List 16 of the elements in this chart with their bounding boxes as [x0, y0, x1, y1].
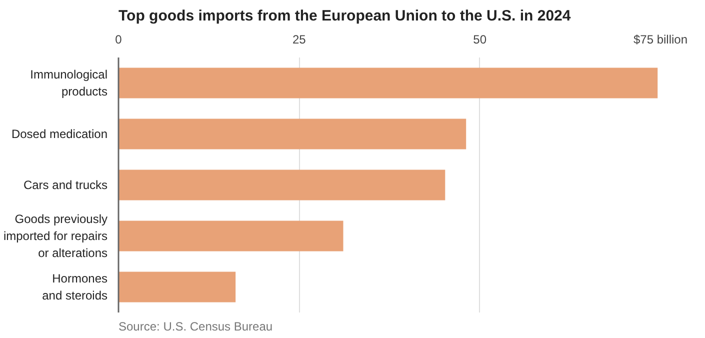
- x-tick-label: 0: [115, 32, 122, 46]
- source-note: Source: U.S. Census Bureau: [118, 320, 273, 334]
- bar: [118, 68, 658, 98]
- y-tick-label: Cars and trucks: [23, 178, 108, 192]
- x-tick-label: 50: [473, 32, 487, 46]
- bar: [118, 170, 446, 200]
- x-tick-label: 25: [292, 32, 306, 46]
- x-tick-label: $75 billion: [633, 32, 688, 46]
- y-tick-label: Hormones and steroids: [42, 272, 108, 302]
- y-tick-label: Immunological products: [30, 68, 108, 98]
- bar: [118, 272, 236, 302]
- bar: [118, 220, 344, 252]
- y-tick-label: Goods previously imported for repairs or alterations: [3, 212, 108, 260]
- bar: [118, 118, 466, 150]
- y-tick-label: Dosed medication: [11, 127, 108, 141]
- chart-title: Top goods imports from the European Union to the U.S. in 2024: [118, 8, 572, 24]
